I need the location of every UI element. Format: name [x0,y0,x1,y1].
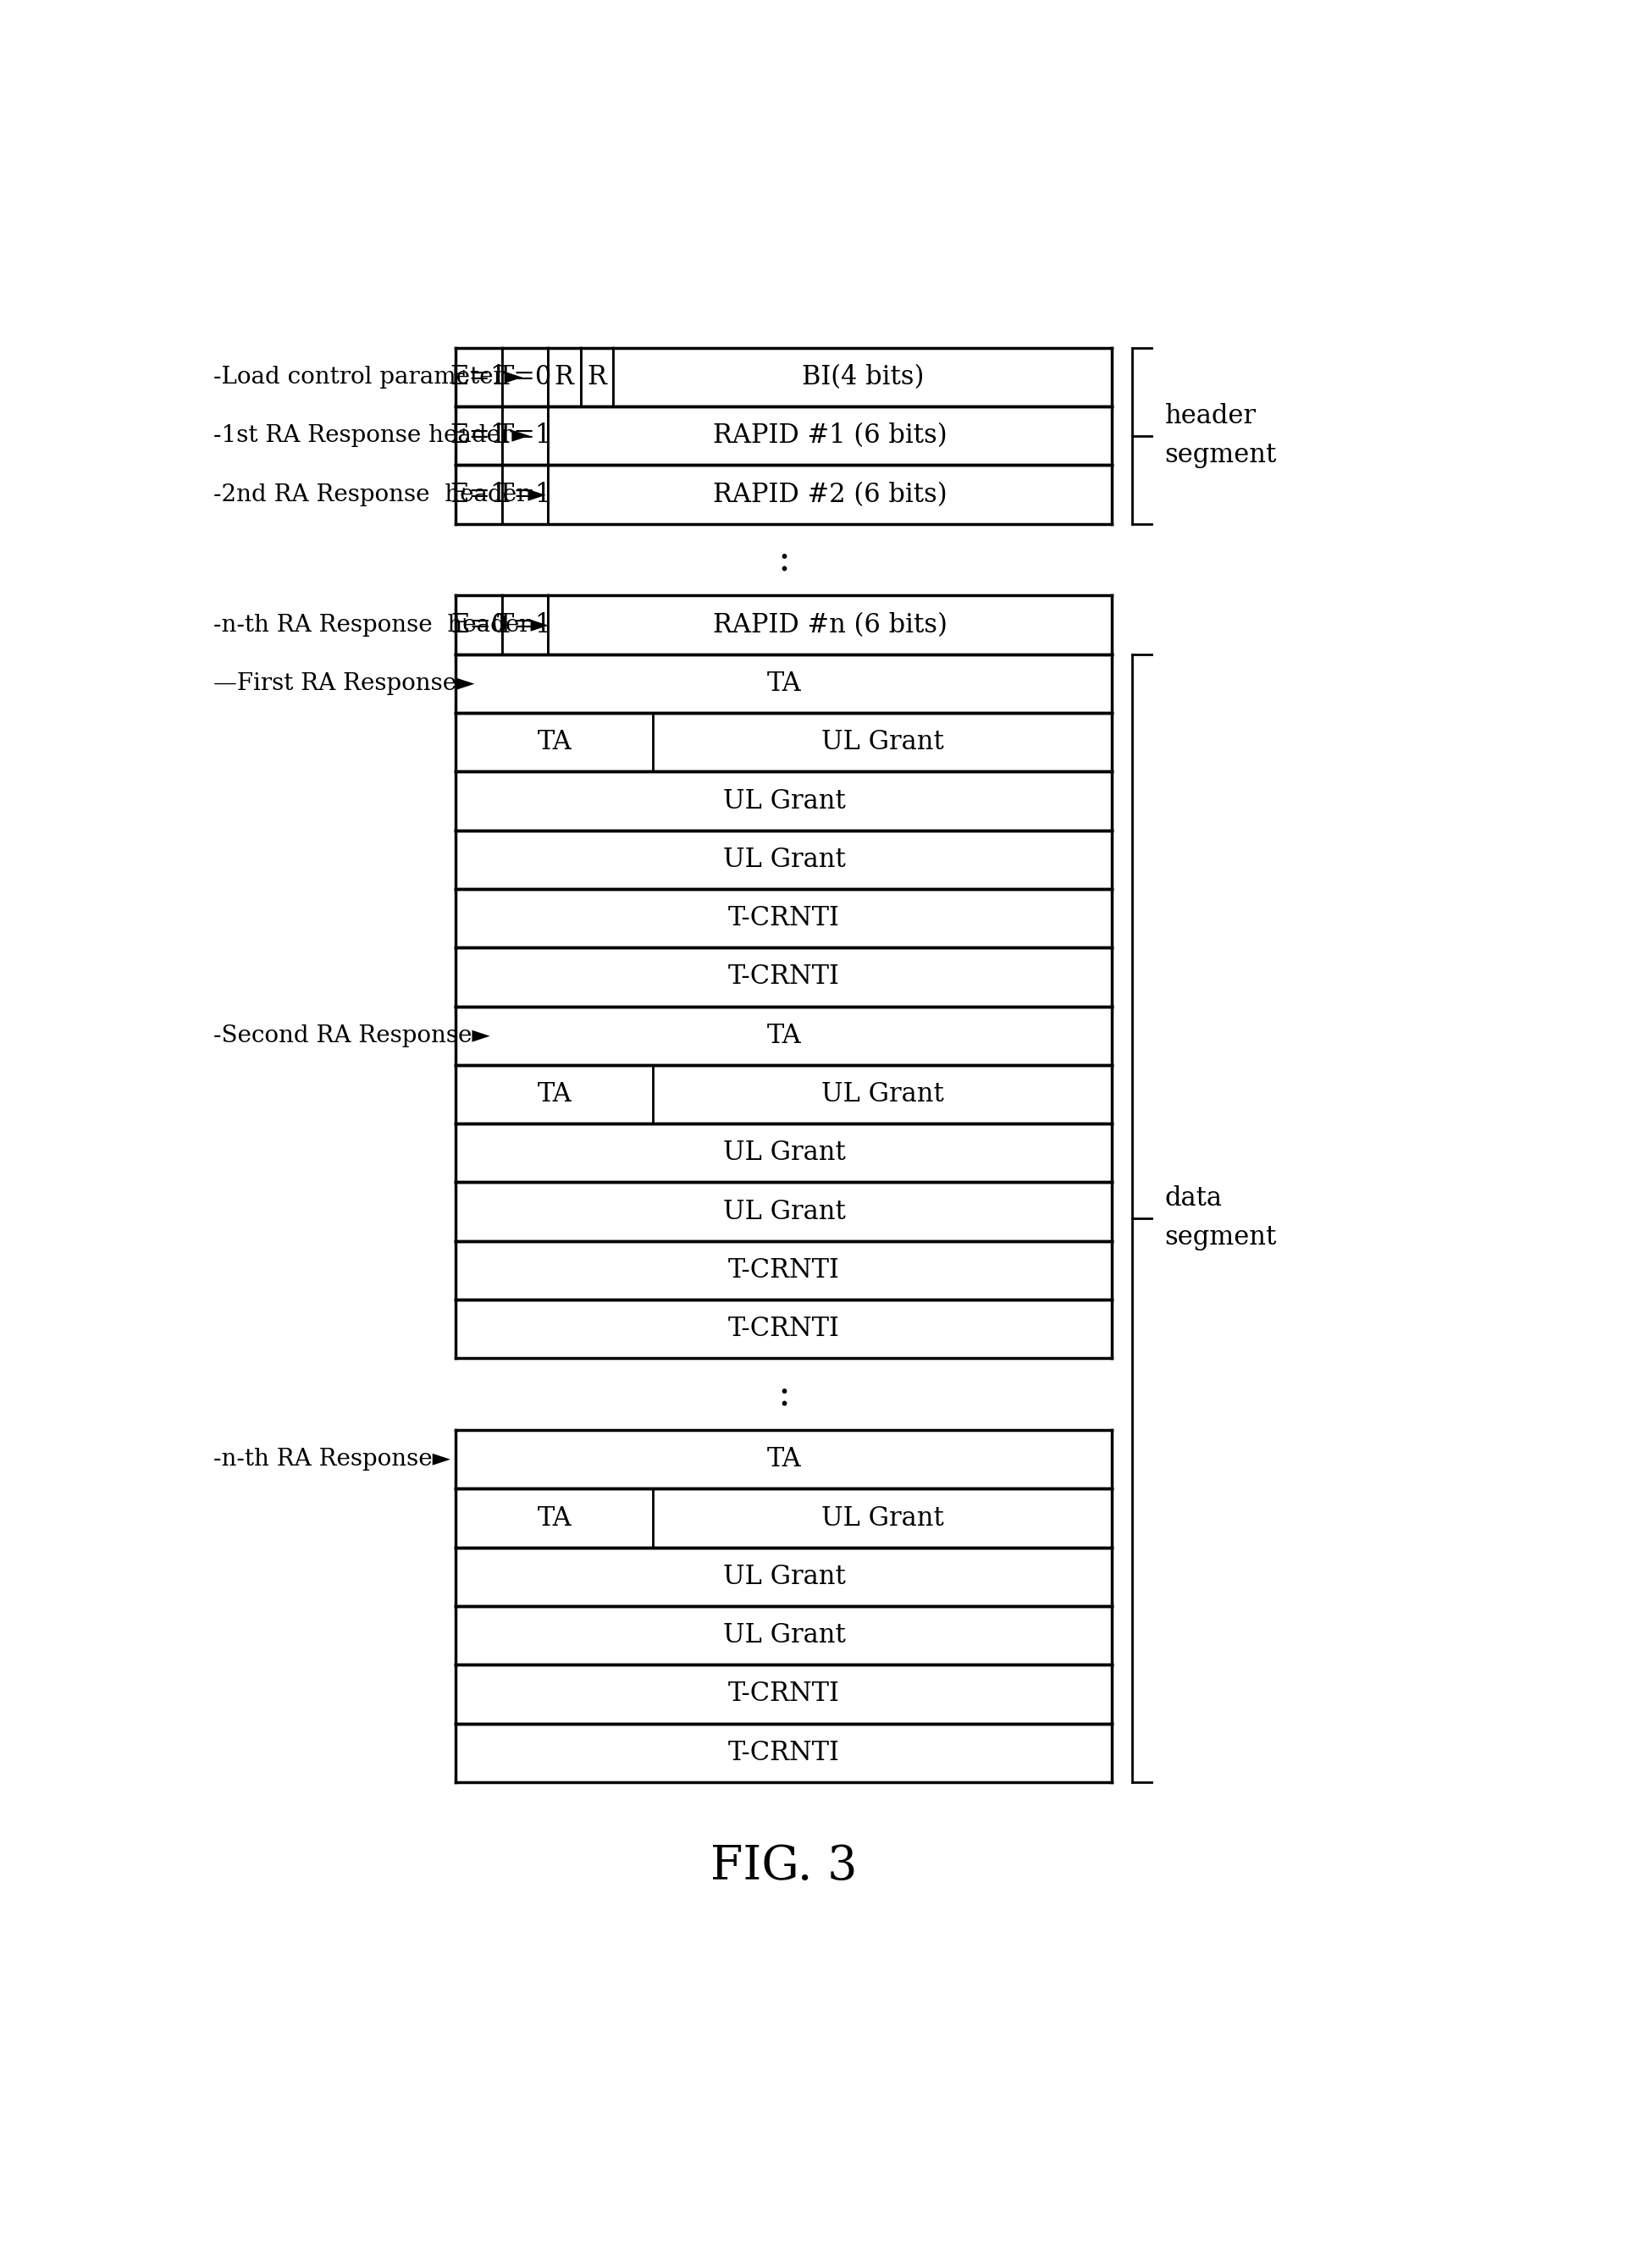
Bar [456,1182,1112,1240]
Bar [456,1429,1112,1490]
Bar [613,348,1112,407]
Bar [548,465,1112,524]
Bar [548,595,1112,654]
Bar [548,348,580,407]
Text: UL Grant: UL Grant [722,847,846,872]
Text: :: : [778,542,790,577]
Text: -n-th RA Response►: -n-th RA Response► [213,1447,449,1472]
Bar [456,1007,1112,1065]
Text: E=1: E=1 [451,422,507,449]
Text: RAPID #2 (6 bits): RAPID #2 (6 bits) [712,481,947,508]
Text: T=0: T=0 [497,364,552,391]
Bar [456,771,1112,831]
Text: UL Grant: UL Grant [722,1622,846,1649]
Text: T-CRNTI: T-CRNTI [729,1258,839,1283]
Bar [548,407,1112,465]
Text: R: R [586,364,606,391]
Text: TA: TA [537,730,572,755]
Bar [502,595,548,654]
Text: :: : [778,1375,790,1413]
Text: UL Grant: UL Grant [821,1081,943,1108]
Text: T=1: T=1 [497,422,552,449]
Bar [456,1490,1112,1548]
Text: UL Grant: UL Grant [821,1505,943,1530]
Text: TA: TA [537,1081,572,1108]
Bar [502,407,548,465]
Text: T-CRNTI: T-CRNTI [729,1317,839,1341]
Text: header: header [1165,402,1256,429]
Text: E=0: E=0 [451,611,507,638]
Bar [456,407,502,465]
Text: TA: TA [767,670,801,697]
Bar [456,948,1112,1007]
Text: RAPID #1 (6 bits): RAPID #1 (6 bits) [712,422,947,449]
Text: UL Grant: UL Grant [722,1139,846,1166]
Text: T-CRNTI: T-CRNTI [729,1681,839,1708]
Text: -Load control parameter►: -Load control parameter► [213,366,522,389]
Text: R: R [555,364,573,391]
Text: T-CRNTI: T-CRNTI [729,964,839,991]
Text: -2nd RA Response  header►: -2nd RA Response header► [213,483,545,506]
Text: T=1: T=1 [497,481,552,508]
Bar [456,1240,1112,1299]
Text: UL Grant: UL Grant [722,1198,846,1225]
Text: BI(4 bits): BI(4 bits) [801,364,923,391]
Text: segment: segment [1165,1225,1277,1252]
Text: UL Grant: UL Grant [722,789,846,813]
Bar [456,890,1112,948]
Text: TA: TA [767,1447,801,1472]
Bar [456,465,502,524]
Bar [580,348,613,407]
Text: T-CRNTI: T-CRNTI [729,1739,839,1766]
Bar [456,595,502,654]
Text: T=1: T=1 [497,611,552,638]
Bar [456,1665,1112,1723]
Text: E=1: E=1 [451,364,507,391]
Bar [456,348,502,407]
Bar [456,1548,1112,1607]
Text: E=1: E=1 [451,481,507,508]
Text: T-CRNTI: T-CRNTI [729,906,839,933]
Bar [502,348,548,407]
Bar [456,1065,1112,1124]
Text: data: data [1165,1186,1222,1211]
Text: UL Grant: UL Grant [722,1564,846,1591]
Text: RAPID #n (6 bits): RAPID #n (6 bits) [712,611,947,638]
Bar [456,1299,1112,1359]
Text: UL Grant: UL Grant [821,730,943,755]
Bar [456,831,1112,890]
Bar [456,654,1112,712]
Text: -1st RA Response header►: -1st RA Response header► [213,425,529,447]
Text: -n-th RA Response  header►: -n-th RA Response header► [213,613,548,636]
Bar [456,1124,1112,1182]
Text: FIG. 3: FIG. 3 [710,1845,857,1890]
Text: TA: TA [767,1022,801,1049]
Text: TA: TA [537,1505,572,1530]
Text: -Second RA Response►: -Second RA Response► [213,1025,489,1047]
Bar [456,712,1112,771]
Text: segment: segment [1165,443,1277,470]
Bar [502,465,548,524]
Text: —First RA Response►: —First RA Response► [213,672,474,694]
Bar [456,1607,1112,1665]
Bar [456,1723,1112,1782]
